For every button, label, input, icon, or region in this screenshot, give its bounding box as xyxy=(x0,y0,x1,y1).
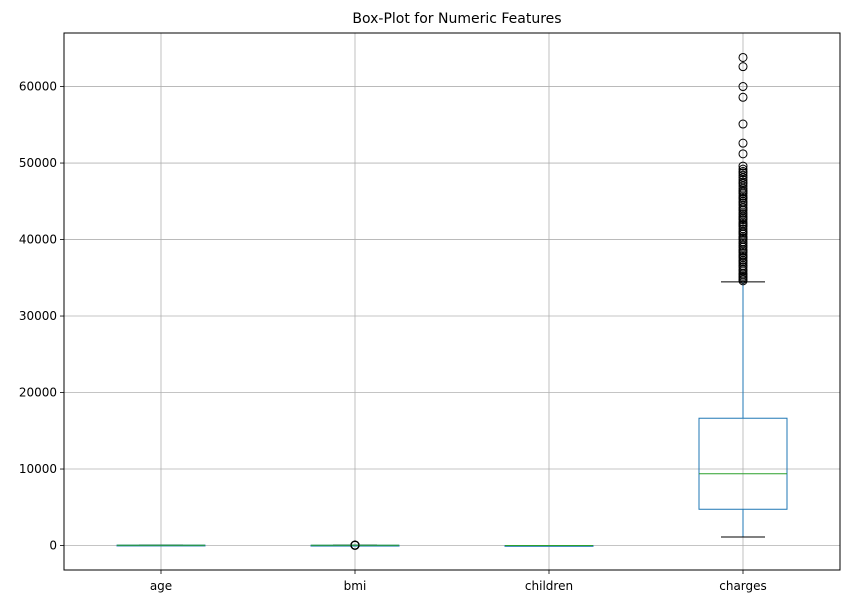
x-tick-label: bmi xyxy=(344,579,367,593)
y-tick-label: 20000 xyxy=(19,386,57,400)
outlier-point xyxy=(738,149,748,159)
outlier-point xyxy=(738,138,748,148)
outlier-point xyxy=(738,161,748,171)
y-tick-label: 60000 xyxy=(19,80,57,94)
box-children xyxy=(504,544,594,547)
box-charges xyxy=(698,52,788,538)
outlier-point xyxy=(738,224,748,234)
grid-layer xyxy=(64,33,840,570)
x-tick-label: age xyxy=(150,579,172,593)
box-age xyxy=(116,544,206,547)
outlier-point xyxy=(738,166,748,176)
x-tick-label: charges xyxy=(719,579,767,593)
outlier-point xyxy=(350,540,360,550)
box-bmi xyxy=(310,540,400,550)
x-tick-label: children xyxy=(525,579,573,593)
iqr-box xyxy=(698,417,788,510)
outlier-point xyxy=(738,119,748,129)
outlier-point xyxy=(738,62,748,72)
outlier-point xyxy=(738,52,748,62)
outlier-point xyxy=(738,164,748,174)
y-tick-label: 0 xyxy=(49,539,57,553)
chart-title: Box-Plot for Numeric Features xyxy=(352,11,561,27)
plot-area-frame xyxy=(63,32,841,571)
outlier-point xyxy=(738,170,748,180)
y-tick-label: 10000 xyxy=(19,462,57,476)
outlier-point xyxy=(738,82,748,92)
y-tick-label: 50000 xyxy=(19,156,57,170)
outlier-point xyxy=(738,92,748,102)
outlier-point xyxy=(738,177,748,187)
axis-layer: 0 10000 20000 30000 40000 50000 60000 age bmi chi… xyxy=(19,80,767,593)
y-tick-label: 40000 xyxy=(19,233,57,247)
y-tick-label: 30000 xyxy=(19,309,57,323)
box-layer xyxy=(116,52,788,550)
